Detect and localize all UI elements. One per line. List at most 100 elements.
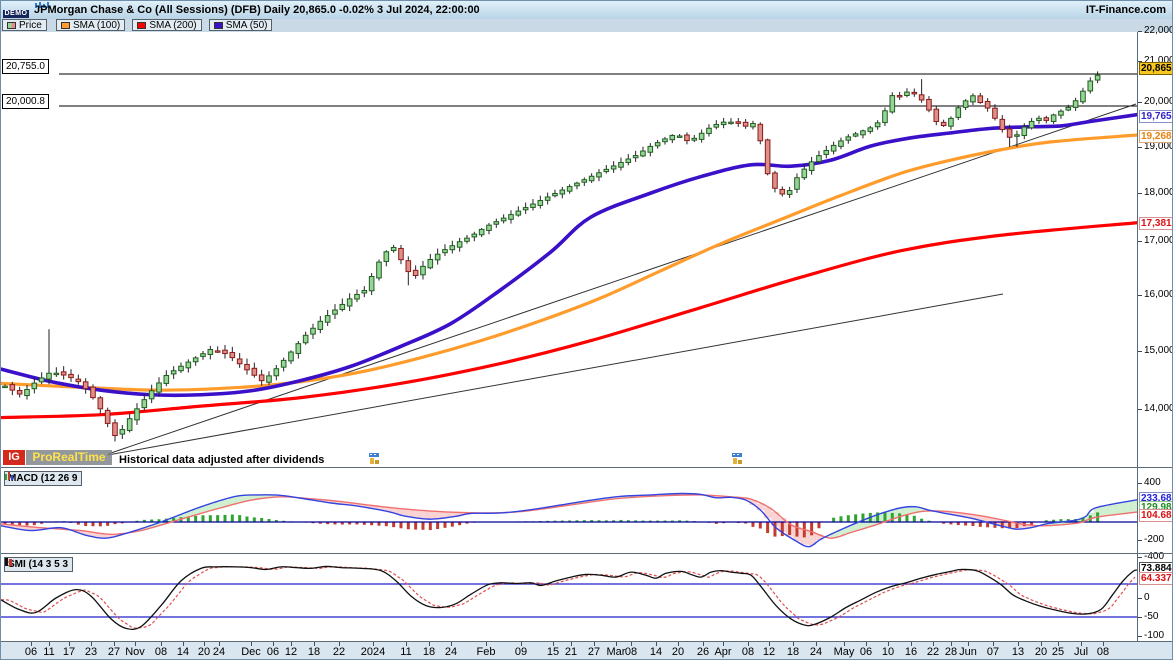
date-tick-mark	[933, 642, 934, 646]
date-tick-label: May	[833, 646, 855, 658]
date-tick-mark	[251, 642, 252, 646]
date-tick-mark	[373, 642, 374, 646]
level-label-20000[interactable]: 20,000.8	[2, 94, 49, 109]
date-tick-label: 14	[176, 646, 190, 658]
panel-separator[interactable]	[1, 467, 1172, 468]
macd-panel[interactable]	[1, 467, 1137, 553]
legend-item-price[interactable]: Price	[2, 19, 47, 31]
date-tick-mark	[161, 642, 162, 646]
demo-badge: DEMO	[3, 10, 29, 18]
axis-tick-label: 16,000	[1144, 289, 1173, 300]
dividend-marker-icon[interactable]	[732, 453, 743, 465]
macd-indicator-label[interactable]: MACD (12 26 9	[4, 471, 83, 486]
legend-item-sma-200-[interactable]: SMA (200)	[132, 19, 202, 31]
legend-swatch	[61, 21, 70, 29]
axis-tick-mark	[1138, 557, 1142, 558]
axis-tick-mark	[1138, 409, 1142, 410]
axis-tick-label: -100	[1144, 630, 1165, 641]
date-tick-mark	[521, 642, 522, 646]
axis-tick-label: 15,000	[1144, 345, 1173, 356]
date-tick-mark	[273, 642, 274, 646]
title-bar: DEMO JPMorgan Chase & Co (All Sessions) …	[1, 1, 1172, 20]
axis-tick-label: 22,000	[1144, 25, 1173, 36]
axis-tick-label: 20,000	[1144, 96, 1173, 107]
prorealtime-logo: ProRealTime	[26, 450, 112, 465]
mini-candles-icon	[35, 2, 49, 8]
smi-canvas[interactable]	[1, 553, 1137, 641]
date-tick-mark	[1103, 642, 1104, 646]
date-tick-label: 06	[24, 646, 38, 658]
axis-tick-mark	[1138, 636, 1142, 637]
date-tick-label: 06	[859, 646, 873, 658]
date-tick-label: 23	[84, 646, 98, 658]
date-tick-mark	[911, 642, 912, 646]
date-tick-label: Feb	[476, 646, 496, 658]
legend-swatch	[7, 21, 16, 29]
date-tick-mark	[486, 642, 487, 646]
date-tick-mark	[49, 642, 50, 646]
legend-item-sma-50-[interactable]: SMA (50)	[208, 19, 273, 31]
date-tick-mark	[114, 642, 115, 646]
smi-icon	[5, 558, 12, 566]
date-tick-label: 13	[1011, 646, 1025, 658]
date-tick-label: 08	[624, 646, 638, 658]
date-tick-mark	[31, 642, 32, 646]
date-tick-mark	[844, 642, 845, 646]
date-tick-mark	[866, 642, 867, 646]
axis-tick-label: 0	[1144, 592, 1150, 603]
date-tick-label: 24	[212, 646, 226, 658]
date-tick-label: 28	[944, 646, 958, 658]
date-tick-mark	[1081, 642, 1082, 646]
date-tick-mark	[1041, 642, 1042, 646]
date-tick-label: 22	[926, 646, 940, 658]
date-tick-mark	[91, 642, 92, 646]
date-tick-label: Apr	[714, 646, 732, 658]
date-tick-label: 08	[1096, 646, 1110, 658]
date-tick-label: 18	[307, 646, 321, 658]
price-chart-canvas[interactable]	[1, 32, 1137, 467]
axis-value-badge: 19,268..	[1139, 130, 1172, 143]
date-tick-mark	[656, 642, 657, 646]
date-axis[interactable]: 06 11 17 23 27 Nov 08 14 20 24 Dec 06 12 18 22 2024 11 18…	[1, 642, 1172, 659]
axis-tick-mark	[1138, 540, 1142, 541]
date-tick-label: 18	[786, 646, 800, 658]
macd-label-text: MACD (12 26 9	[8, 472, 78, 484]
price-panel[interactable]	[1, 32, 1137, 467]
date-tick-mark	[1018, 642, 1019, 646]
price-axis[interactable]: 22,000 21,000 20,000 19,000 18,000 17,000 16,0…	[1137, 25, 1173, 641]
smi-label-text: SMI (14 3 5 3	[8, 558, 69, 570]
panel-separator[interactable]	[1, 553, 1172, 554]
axis-tick-mark	[1138, 617, 1142, 618]
axis-tick-label: 18,000	[1144, 187, 1173, 198]
date-tick-label: Mar	[606, 646, 626, 658]
legend-item-sma-100-[interactable]: SMA (100)	[56, 19, 126, 31]
smi-panel[interactable]	[1, 553, 1137, 641]
chart-title: JPMorgan Chase & Co (All Sessions) (DFB)…	[34, 4, 480, 16]
axis-value-badge: 17,381..	[1139, 217, 1172, 230]
date-tick-label: 20	[197, 646, 211, 658]
axis-tick-label: 21,000	[1144, 55, 1173, 66]
date-tick-mark	[69, 642, 70, 646]
date-tick-label: 27	[587, 646, 601, 658]
date-tick-mark	[993, 642, 994, 646]
date-tick-label: 09	[514, 646, 528, 658]
date-tick-label: 12	[762, 646, 776, 658]
date-tick-mark	[703, 642, 704, 646]
axis-tick-label: 400	[1144, 477, 1161, 488]
date-tick-mark	[793, 642, 794, 646]
date-tick-label: Dec	[241, 646, 261, 658]
axis-tick-mark	[1138, 241, 1142, 242]
axis-tick-label: -200	[1144, 534, 1165, 545]
macd-canvas[interactable]	[1, 467, 1137, 553]
date-tick-label: 25	[1051, 646, 1065, 658]
axis-tick-mark	[1138, 483, 1142, 484]
date-tick-mark	[678, 642, 679, 646]
date-tick-label: 06	[266, 646, 280, 658]
axis-value-badge: 20,865..	[1139, 62, 1172, 75]
smi-indicator-label[interactable]: SMI (14 3 5 3	[4, 557, 74, 572]
date-tick-mark	[553, 642, 554, 646]
axis-tick-label: -50	[1144, 611, 1159, 622]
level-label-20755[interactable]: 20,755.0	[2, 59, 49, 74]
dividend-marker-icon[interactable]	[369, 453, 380, 465]
axis-tick-mark	[1138, 147, 1142, 148]
